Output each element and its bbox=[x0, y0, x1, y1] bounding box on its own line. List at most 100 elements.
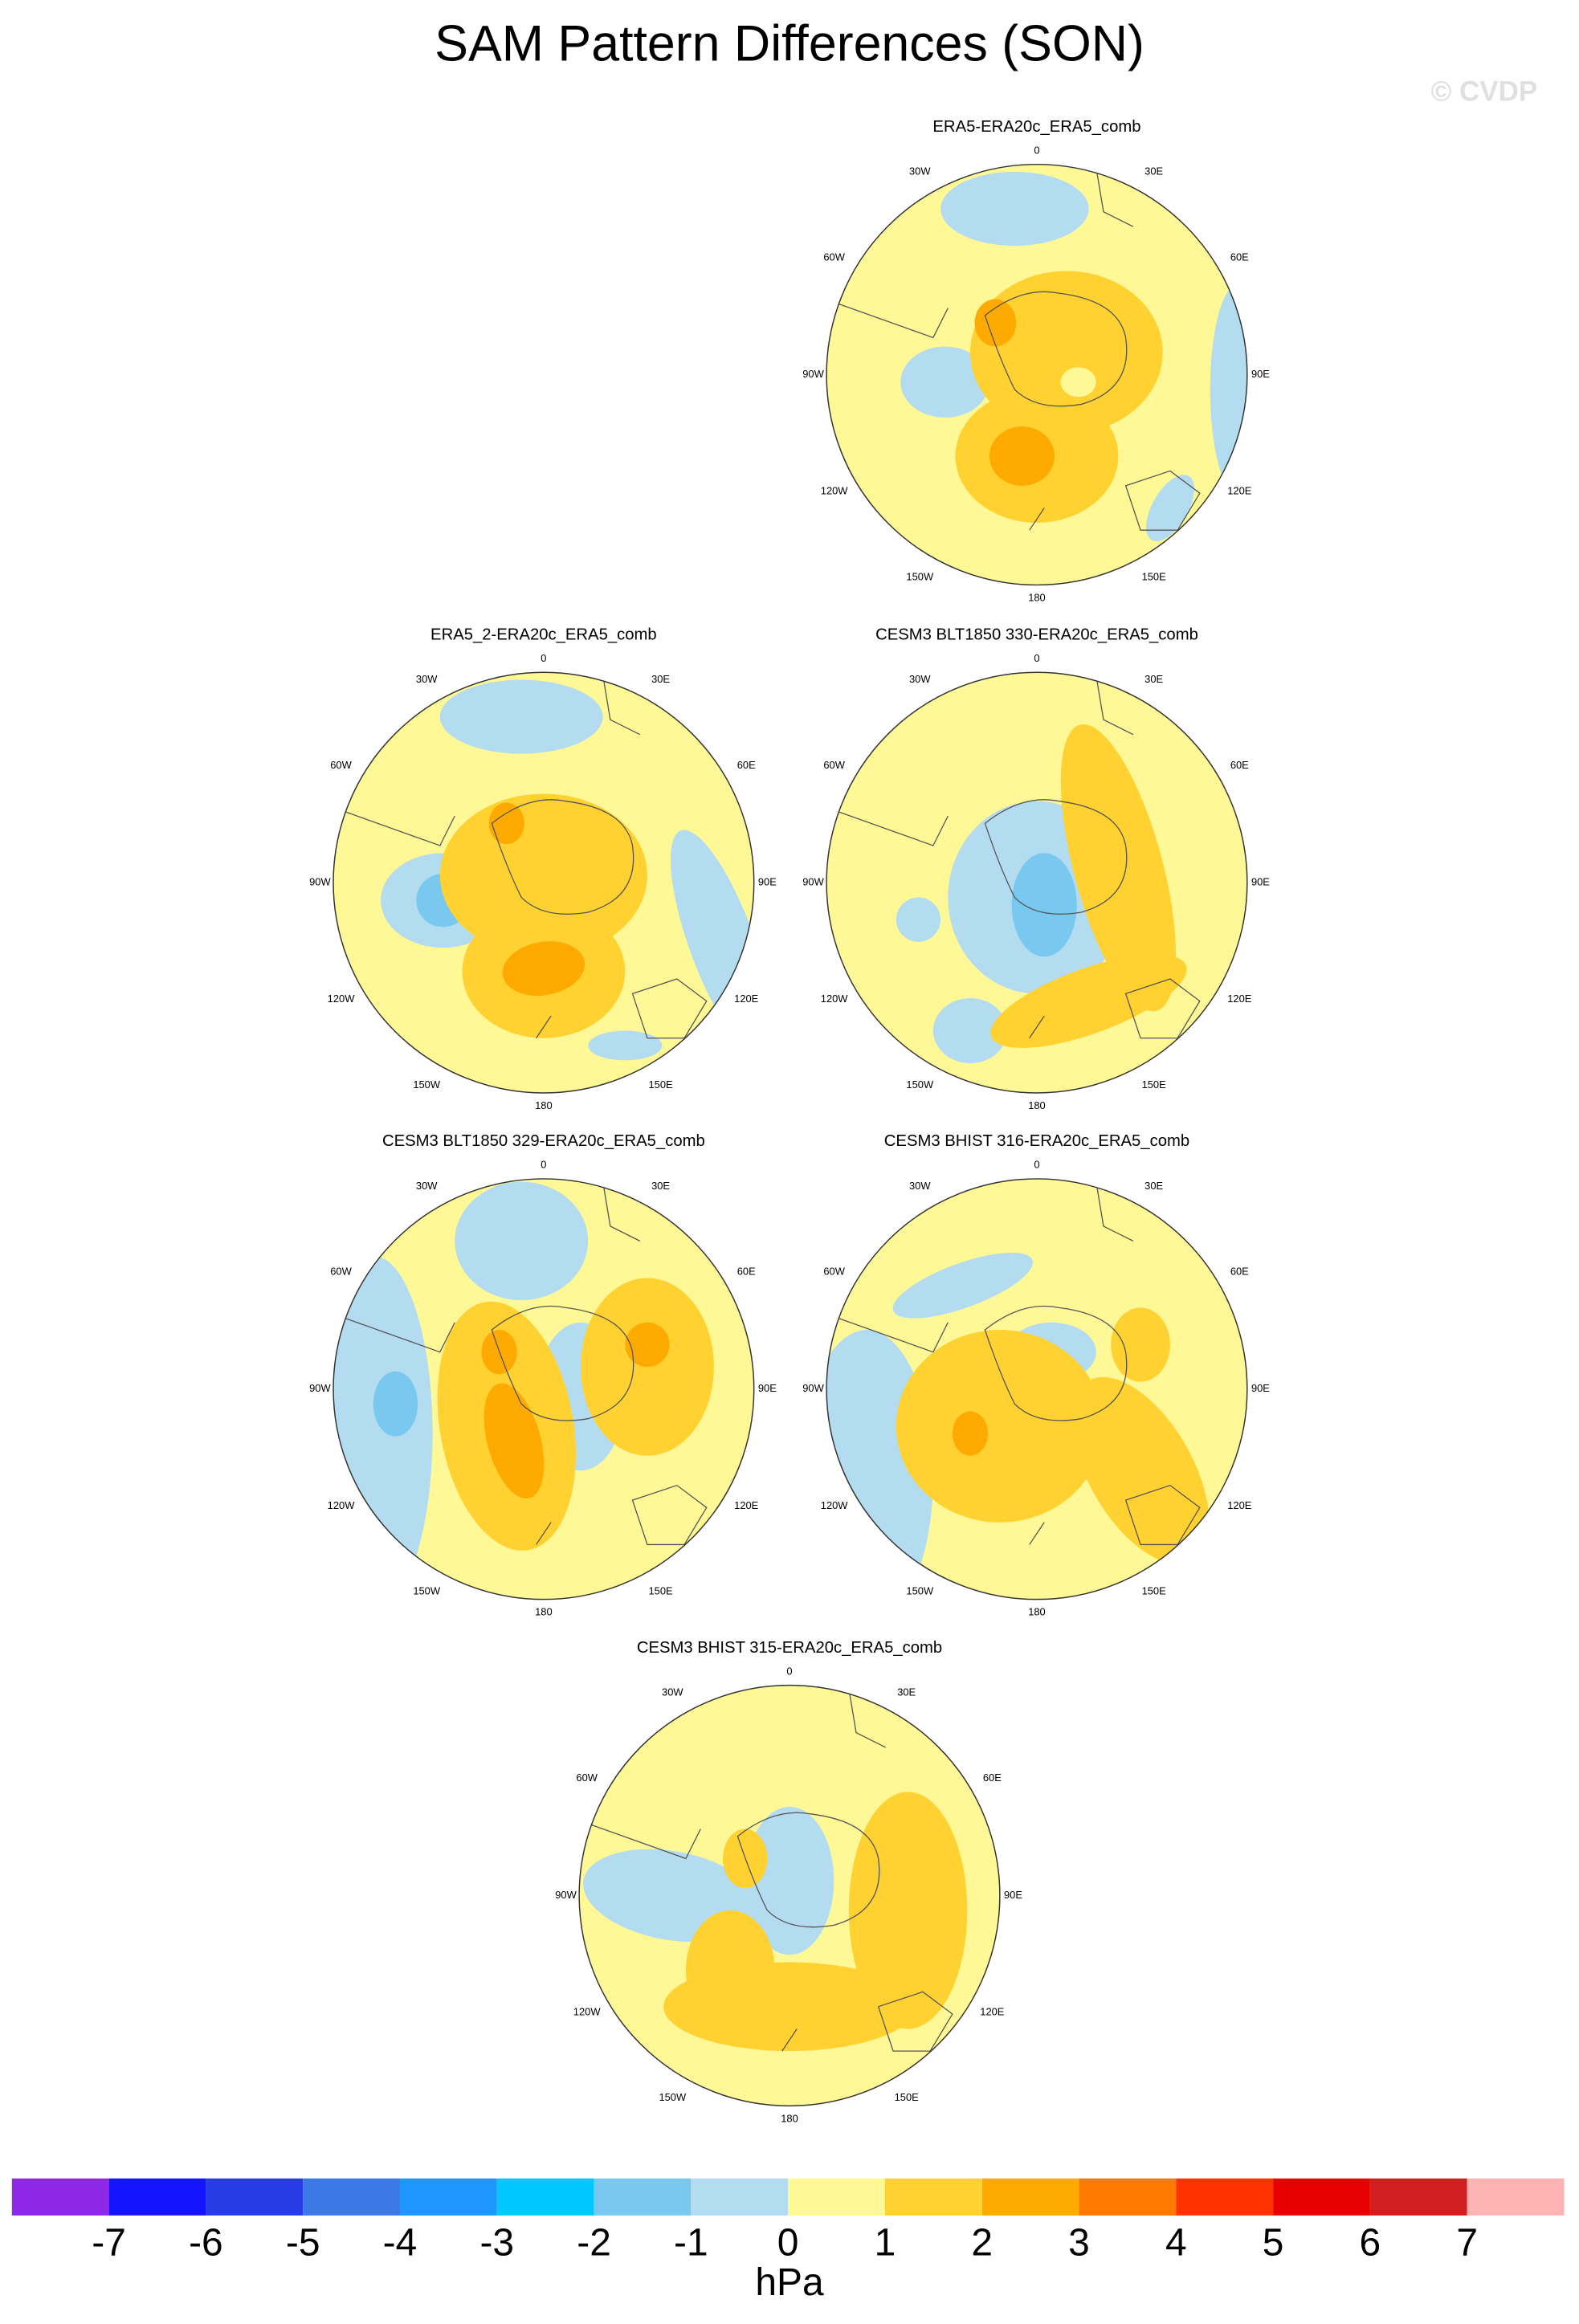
longitude-label: 60E bbox=[1230, 759, 1249, 771]
longitude-label: 120E bbox=[1227, 1499, 1252, 1511]
contour-region bbox=[488, 802, 524, 845]
colorbar-tick-label: 0 bbox=[777, 2221, 799, 2264]
map-border bbox=[826, 671, 1248, 1094]
colorbar-tick-label: 3 bbox=[1068, 2221, 1090, 2264]
longitude-label: 30W bbox=[416, 1180, 438, 1192]
colorbar-tick-label: -5 bbox=[286, 2221, 320, 2264]
longitude-label: 120E bbox=[734, 993, 759, 1005]
map-border bbox=[578, 1684, 1001, 2107]
longitude-label: 60E bbox=[737, 1266, 756, 1278]
longitude-label: 90W bbox=[555, 1889, 577, 1901]
longitude-label: 60W bbox=[823, 251, 845, 263]
colorbar-box bbox=[788, 2178, 885, 2216]
contour-region bbox=[1145, 475, 1194, 541]
map-border bbox=[333, 1178, 755, 1600]
contour-region bbox=[455, 1181, 589, 1301]
longitude-label: 30E bbox=[1144, 165, 1163, 177]
colorbar-tick-label: 7 bbox=[1456, 2221, 1478, 2264]
contour-region bbox=[1011, 853, 1077, 957]
longitude-label: 60E bbox=[737, 759, 756, 771]
colorbar-box bbox=[496, 2178, 594, 2216]
contour-region bbox=[896, 897, 941, 942]
panel-title: ERA5-ERA20c_ERA5_comb bbox=[932, 118, 1140, 136]
longitude-label: 120W bbox=[821, 993, 849, 1005]
longitude-label: 120E bbox=[734, 1499, 759, 1511]
longitude-label: 90E bbox=[758, 1382, 777, 1394]
coastline bbox=[829, 167, 1201, 531]
contour-region bbox=[896, 1330, 1104, 1523]
longitude-label: 60W bbox=[576, 1772, 598, 1784]
coastline bbox=[829, 675, 1201, 1039]
longitude-label: 90W bbox=[802, 1382, 824, 1394]
longitude-label: 150E bbox=[1142, 570, 1167, 582]
contour-region bbox=[952, 1411, 989, 1456]
map-border bbox=[826, 163, 1248, 586]
map bbox=[826, 164, 1247, 585]
longitude-label: 0 bbox=[1034, 1159, 1039, 1171]
longitude-label: 0 bbox=[786, 1665, 792, 1677]
longitude-label: 180 bbox=[535, 1606, 553, 1618]
colorbar-box bbox=[1467, 2178, 1565, 2216]
contour-region bbox=[989, 426, 1055, 486]
coastline bbox=[336, 1181, 708, 1546]
longitude-label: 180 bbox=[1028, 1099, 1046, 1111]
colorbar-box bbox=[981, 2178, 1079, 2216]
coastline bbox=[581, 1688, 953, 2052]
contour-region bbox=[373, 1371, 418, 1437]
panel-title: CESM3 BHIST 316-ERA20c_ERA5_comb bbox=[884, 1132, 1189, 1150]
longitude-label: 0 bbox=[1034, 145, 1039, 157]
colorbar-box bbox=[108, 2178, 206, 2216]
longitude-label: 180 bbox=[781, 2112, 798, 2124]
colorbar-box bbox=[1079, 2178, 1177, 2216]
panel-title: ERA5_2-ERA20c_ERA5_comb bbox=[430, 626, 657, 643]
colorbar-box bbox=[884, 2178, 982, 2216]
contour-region bbox=[974, 299, 1017, 347]
longitude-label: 90E bbox=[758, 876, 777, 888]
longitude-label: 60W bbox=[823, 759, 845, 771]
contour-region bbox=[745, 1806, 834, 1955]
colorbar-tick-label: -7 bbox=[92, 2221, 126, 2264]
longitude-label: 120E bbox=[980, 2006, 1005, 2018]
longitude-label: 0 bbox=[541, 652, 546, 664]
longitude-label: 150E bbox=[649, 1078, 674, 1091]
colorbar-box bbox=[594, 2178, 692, 2216]
colorbar-tick-label: 2 bbox=[971, 2221, 993, 2264]
colorbar-tick-label: 6 bbox=[1360, 2221, 1381, 2264]
longitude-label: 90E bbox=[1251, 368, 1270, 380]
contour-region bbox=[990, 954, 1187, 1048]
longitude-label: 120W bbox=[821, 485, 849, 497]
longitude-label: 150E bbox=[1142, 1078, 1167, 1091]
longitude-label: 30W bbox=[909, 1180, 931, 1192]
longitude-label: 120W bbox=[328, 1499, 356, 1511]
longitude-label: 150W bbox=[906, 1585, 934, 1597]
longitude-label: 30W bbox=[909, 673, 931, 685]
map bbox=[333, 672, 754, 1093]
colorbar-tick-label: -1 bbox=[674, 2221, 708, 2264]
map bbox=[333, 1178, 754, 1600]
longitude-label: 90W bbox=[309, 1382, 331, 1394]
watermark: © CVDP bbox=[1430, 75, 1537, 107]
longitude-label: 150W bbox=[659, 2091, 687, 2103]
colorbar-box bbox=[399, 2178, 497, 2216]
contour-region bbox=[1060, 367, 1096, 398]
longitude-label: 150W bbox=[413, 1585, 441, 1597]
colorbar-tick-label: -4 bbox=[383, 2221, 418, 2264]
colorbar-tick-label: -6 bbox=[189, 2221, 223, 2264]
contour-region bbox=[1210, 285, 1247, 494]
panel-title: CESM3 BHIST 315-ERA20c_ERA5_comb bbox=[637, 1639, 942, 1657]
map bbox=[826, 1178, 1247, 1600]
map-border bbox=[333, 671, 755, 1094]
contour-region bbox=[932, 997, 1008, 1064]
longitude-label: 150E bbox=[1142, 1585, 1167, 1597]
longitude-label: 90W bbox=[802, 368, 824, 380]
longitude-label: 120E bbox=[1227, 485, 1252, 497]
contour-region bbox=[1111, 1307, 1170, 1382]
colorbar-box bbox=[11, 2178, 109, 2216]
colorbar-box bbox=[206, 2178, 304, 2216]
contour-region bbox=[1060, 724, 1177, 1012]
map-border bbox=[826, 1178, 1248, 1600]
longitude-label: 120W bbox=[821, 1499, 849, 1511]
contour-region bbox=[502, 941, 585, 996]
contour-region bbox=[439, 679, 603, 754]
